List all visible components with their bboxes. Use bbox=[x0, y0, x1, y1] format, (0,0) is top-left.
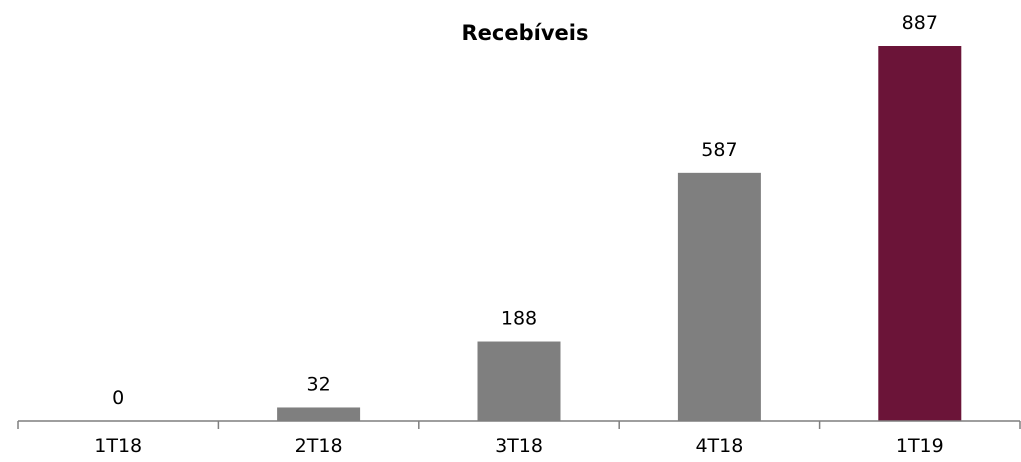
data-label-1t19: 887 bbox=[902, 12, 938, 34]
bar-1t19 bbox=[878, 46, 962, 421]
data-label-3t18: 188 bbox=[501, 308, 537, 330]
data-label-2t18: 32 bbox=[307, 373, 331, 395]
x-axis-ticks bbox=[17, 421, 1021, 429]
bar-3t18 bbox=[477, 341, 561, 421]
bar-2t18 bbox=[277, 407, 361, 421]
data-labels-group: 0 32 188 587 887 bbox=[112, 12, 938, 409]
x-tick-label-3t18: 3T18 bbox=[495, 435, 543, 457]
x-tick-label-4t18: 4T18 bbox=[695, 435, 743, 457]
chart-title: Recebíveis bbox=[462, 21, 589, 45]
x-tick-label-2t18: 2T18 bbox=[295, 435, 343, 457]
x-tick-label-1t18: 1T18 bbox=[94, 435, 142, 457]
x-tick-labels-group: 1T18 2T18 3T18 4T18 1T19 bbox=[94, 435, 943, 457]
data-label-1t18: 0 bbox=[112, 387, 124, 409]
x-tick-label-1t19: 1T19 bbox=[896, 435, 944, 457]
bar-4t18 bbox=[677, 172, 761, 421]
bars-group bbox=[277, 46, 962, 421]
data-label-4t18: 587 bbox=[701, 139, 737, 161]
